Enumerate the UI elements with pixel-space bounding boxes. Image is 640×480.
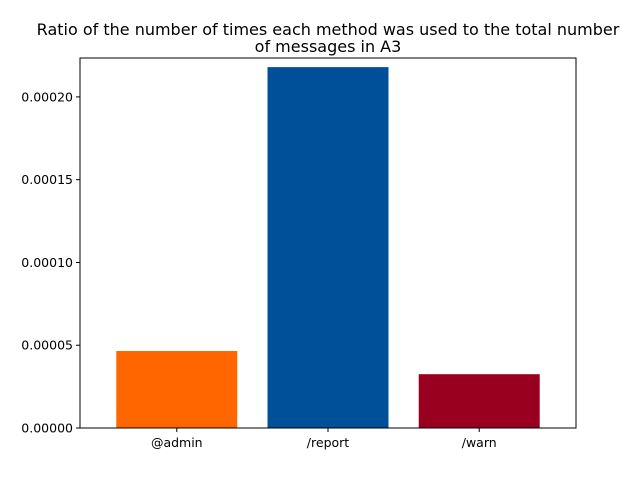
y-tick-label: 0.00000 [21,421,73,436]
x-axis-ticks: @admin/report/warn [151,428,497,450]
bar-admin [116,351,238,428]
y-tick-label: 0.00005 [21,338,73,353]
bars [116,67,540,429]
chart-title-line-1: Ratio of the number of times each method… [37,20,620,39]
x-tick-label: @admin [151,435,203,450]
y-tick-label: 0.00015 [21,172,73,187]
chart-title-line-2: of messages in A3 [255,37,402,56]
y-tick-label: 0.00020 [21,89,73,104]
y-axis-ticks: 0.00000 0.00005 0.00010 0.00015 0.00020 [21,89,80,436]
bar-warn [418,374,540,428]
x-tick-label: /report [307,435,349,450]
bar-report [267,67,389,429]
plot-frame [79,57,577,429]
x-tick-label: /warn [462,435,497,450]
y-tick-label: 0.00010 [21,255,73,270]
chart-title: Ratio of the number of times each method… [37,20,620,56]
